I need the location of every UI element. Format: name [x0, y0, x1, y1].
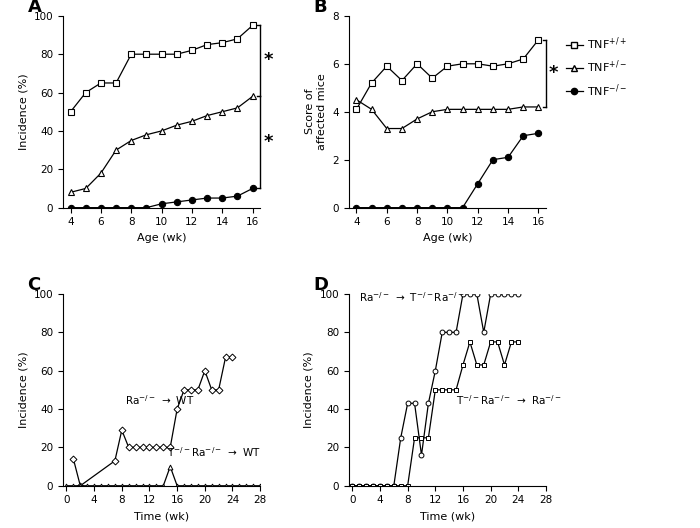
- Y-axis label: Score of
affected mice: Score of affected mice: [305, 73, 327, 150]
- Text: *: *: [263, 51, 273, 69]
- X-axis label: Age (wk): Age (wk): [136, 233, 186, 243]
- X-axis label: Time (wk): Time (wk): [420, 511, 475, 521]
- Y-axis label: Incidence (%): Incidence (%): [304, 352, 314, 428]
- Text: A: A: [27, 0, 41, 16]
- Text: C: C: [27, 276, 41, 294]
- Text: *: *: [263, 134, 273, 152]
- Text: B: B: [314, 0, 327, 16]
- Text: D: D: [314, 276, 328, 294]
- Legend: TNF$^{+/+}$, TNF$^{+/-}$, TNF$^{-/-}$: TNF$^{+/+}$, TNF$^{+/-}$, TNF$^{-/-}$: [561, 31, 631, 103]
- Y-axis label: Incidence (%): Incidence (%): [18, 352, 28, 428]
- X-axis label: Time (wk): Time (wk): [134, 511, 189, 521]
- Text: Ra$^{-/-}$ $\rightarrow$ T$^{-/-}$Ra$^{-/-}$: Ra$^{-/-}$ $\rightarrow$ T$^{-/-}$Ra$^{-…: [359, 290, 465, 304]
- Y-axis label: Incidence (%): Incidence (%): [18, 73, 28, 150]
- Text: T$^{-/-}$Ra$^{-/-}$ $\rightarrow$ Ra$^{-/-}$: T$^{-/-}$Ra$^{-/-}$ $\rightarrow$ Ra$^{-…: [456, 393, 562, 407]
- Text: Ra$^{-/-}$ $\rightarrow$ WT: Ra$^{-/-}$ $\rightarrow$ WT: [125, 393, 195, 407]
- X-axis label: Age (wk): Age (wk): [423, 233, 473, 243]
- Text: T$^{-/-}$Ra$^{-/-}$ $\rightarrow$ WT: T$^{-/-}$Ra$^{-/-}$ $\rightarrow$ WT: [167, 445, 260, 459]
- Text: *: *: [549, 64, 559, 82]
